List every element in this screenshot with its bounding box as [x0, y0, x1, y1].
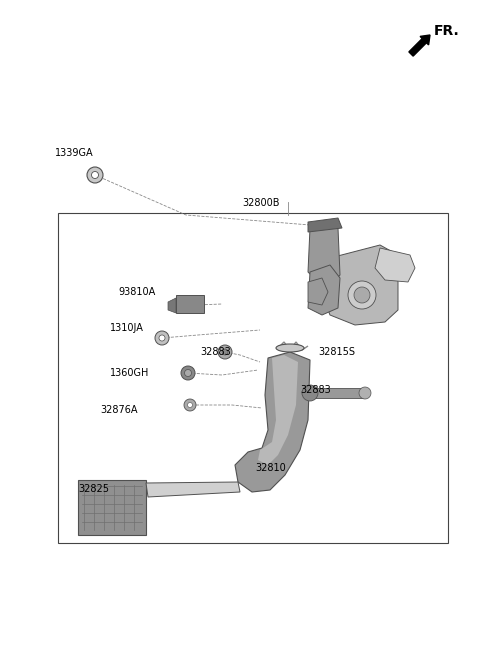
Polygon shape [308, 218, 342, 232]
Text: 93810A: 93810A [118, 287, 155, 297]
Text: 32876A: 32876A [100, 405, 137, 415]
Circle shape [348, 281, 376, 309]
Polygon shape [235, 352, 310, 492]
Polygon shape [308, 278, 328, 305]
Polygon shape [322, 245, 398, 325]
Text: 32825: 32825 [78, 484, 109, 494]
Circle shape [155, 331, 169, 345]
Circle shape [188, 403, 192, 407]
Bar [58, 213, 448, 543]
Circle shape [359, 387, 371, 399]
Circle shape [218, 345, 232, 359]
Bar [176, 295, 204, 313]
Polygon shape [168, 298, 176, 313]
Bar [310, 388, 365, 398]
Text: 32883: 32883 [200, 347, 231, 357]
Text: 32883: 32883 [300, 385, 331, 395]
Circle shape [184, 369, 192, 376]
Circle shape [222, 349, 228, 355]
Polygon shape [375, 248, 415, 282]
Ellipse shape [276, 344, 304, 352]
Text: FR.: FR. [434, 24, 460, 38]
Polygon shape [258, 355, 298, 465]
FancyArrow shape [409, 35, 430, 56]
Text: 32810: 32810 [255, 463, 286, 473]
Circle shape [354, 287, 370, 303]
Circle shape [159, 335, 165, 341]
Circle shape [181, 366, 195, 380]
Circle shape [92, 171, 98, 179]
Text: 1360GH: 1360GH [110, 368, 149, 378]
Text: 1339GA: 1339GA [55, 148, 94, 158]
Text: 32815S: 32815S [318, 347, 355, 357]
Circle shape [87, 167, 103, 183]
Circle shape [302, 385, 318, 401]
Bar [78, 480, 146, 535]
Text: 1310JA: 1310JA [110, 323, 144, 333]
Polygon shape [308, 222, 340, 285]
Circle shape [184, 399, 196, 411]
Polygon shape [146, 482, 240, 497]
Text: 32800B: 32800B [242, 198, 279, 208]
Polygon shape [308, 265, 340, 315]
